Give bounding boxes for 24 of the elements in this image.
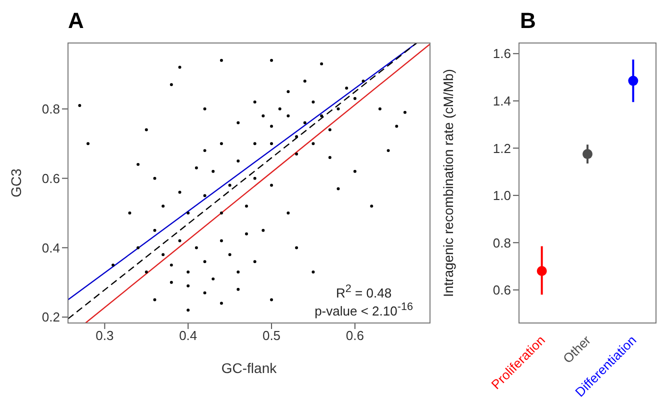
y-tick-label: 1.0 [492, 188, 511, 204]
y-axis-title: Intragenic recombination rate (cM/Mb) [440, 68, 456, 298]
y-tick-label: 0.4 [42, 240, 60, 256]
x-tick-label: 0.6 [346, 328, 364, 344]
y-tick-label: 1.2 [492, 140, 511, 156]
y-tick-label: 0.8 [492, 235, 511, 250]
point [582, 149, 592, 160]
y-axis-title: GC3 [8, 168, 24, 198]
y-tick-label: 0.6 [492, 282, 511, 298]
x-tick-label: 0.3 [96, 328, 114, 344]
annotation: p-value < 2.10$^{-16}$ [314, 300, 413, 319]
y-tick-label: 0.8 [42, 102, 60, 117]
y-tick-label: 1.4 [492, 94, 511, 109]
point [536, 266, 547, 276]
x-axis-title: GC-flank [221, 360, 278, 376]
chart-title: A [68, 8, 84, 34]
annotation: R$^{2}$ = 0.48 [335, 282, 393, 300]
point [628, 76, 638, 86]
x-tick-label: 0.4 [179, 328, 198, 344]
y-tick-label: 0.6 [42, 170, 60, 186]
chart-title: B [520, 8, 536, 34]
y-tick-label: 1.6 [492, 46, 511, 62]
x-tick-label: 0.5 [262, 328, 281, 344]
y-tick-label: 0.2 [42, 310, 60, 325]
